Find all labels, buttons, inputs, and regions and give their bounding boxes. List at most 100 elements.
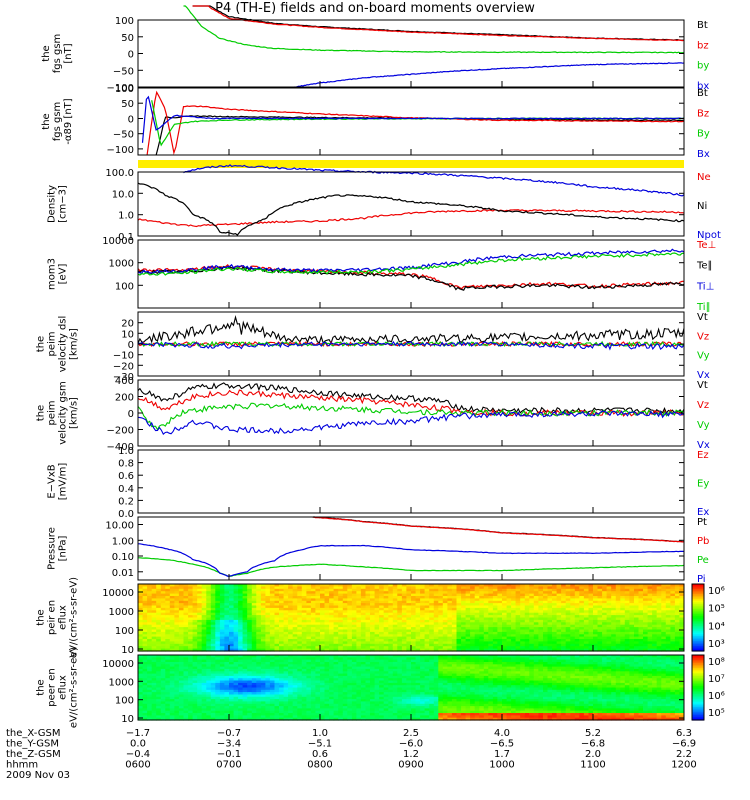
heatmap-cell bbox=[274, 639, 280, 642]
heatmap-cell bbox=[174, 689, 180, 693]
heatmap-cell bbox=[543, 631, 549, 635]
heatmap-cell bbox=[342, 703, 348, 707]
heatmap-cell bbox=[461, 591, 467, 595]
heatmap-cell bbox=[260, 641, 266, 645]
heatmap-cell bbox=[315, 675, 321, 679]
heatmap-cell bbox=[347, 629, 353, 633]
heatmap-cell bbox=[392, 593, 398, 597]
heatmap-cell bbox=[365, 600, 371, 604]
heatmap-cell bbox=[201, 659, 207, 663]
heatmap-cell bbox=[479, 607, 485, 611]
heatmap-cell bbox=[561, 617, 567, 621]
heatmap-cell bbox=[470, 615, 476, 619]
heatmap-cell bbox=[292, 708, 298, 712]
heatmap-cell bbox=[324, 717, 330, 721]
heatmap-cell bbox=[138, 687, 144, 691]
heatmap-cell bbox=[465, 627, 471, 631]
heatmap-cell bbox=[320, 675, 326, 679]
heatmap-cell bbox=[242, 689, 248, 693]
heatmap-cell bbox=[356, 588, 362, 592]
heatmap-cell bbox=[602, 624, 608, 628]
heatmap-cell bbox=[301, 584, 307, 587]
heatmap-cell bbox=[315, 701, 321, 705]
heatmap-cell bbox=[634, 591, 640, 595]
heatmap-cell bbox=[365, 612, 371, 616]
heatmap-cell bbox=[292, 694, 298, 698]
heatmap-cell bbox=[292, 710, 298, 714]
heatmap-cell bbox=[260, 588, 266, 592]
heatmap-cell bbox=[174, 671, 180, 675]
heatmap-cell bbox=[674, 648, 680, 652]
heatmap-cell bbox=[583, 634, 589, 638]
heatmap-cell bbox=[329, 617, 335, 621]
heatmap-cell bbox=[674, 646, 680, 650]
heatmap-cell bbox=[533, 641, 539, 645]
heatmap-cell bbox=[320, 612, 326, 616]
heatmap-cell bbox=[611, 646, 617, 650]
heatmap-cell bbox=[624, 596, 630, 599]
heatmap-cell bbox=[306, 646, 312, 650]
heatmap-cell bbox=[283, 668, 289, 672]
heatmap-cell bbox=[511, 588, 517, 592]
heatmap-cell bbox=[288, 586, 294, 590]
heatmap-cell bbox=[515, 607, 521, 611]
y-tick-label: 100 bbox=[115, 16, 134, 27]
heatmap-cell bbox=[288, 673, 294, 677]
heatmap-cell bbox=[315, 603, 321, 607]
heatmap-cell bbox=[515, 610, 521, 614]
heatmap-cell bbox=[310, 710, 316, 714]
heatmap-cell bbox=[529, 588, 535, 592]
colorbar-cell bbox=[692, 646, 704, 649]
heatmap-cell bbox=[165, 715, 171, 719]
heatmap-cell bbox=[310, 699, 316, 702]
y-axis-label-line: velocity dsl bbox=[58, 316, 69, 373]
heatmap-cell bbox=[174, 694, 180, 698]
heatmap-cell bbox=[188, 629, 194, 633]
heatmap-cell bbox=[488, 593, 494, 597]
heatmap-cell bbox=[570, 622, 576, 626]
heatmap-cell bbox=[329, 678, 335, 682]
heatmap-cell bbox=[183, 699, 189, 702]
heatmap-cell bbox=[160, 641, 166, 645]
heatmap-cell bbox=[238, 612, 244, 616]
heatmap-cell bbox=[215, 610, 221, 614]
heatmap-cell bbox=[602, 600, 608, 604]
heatmap-cell bbox=[411, 619, 417, 623]
heatmap-cell bbox=[638, 636, 644, 640]
heatmap-cell bbox=[324, 713, 330, 716]
heatmap-cell bbox=[556, 622, 562, 626]
heatmap-cell bbox=[442, 600, 448, 604]
heatmap-cell bbox=[420, 605, 426, 609]
heatmap-cell bbox=[297, 664, 303, 668]
heatmap-cell bbox=[524, 586, 530, 590]
heatmap-cell bbox=[138, 657, 144, 661]
heatmap-cell bbox=[288, 615, 294, 619]
heatmap-cell bbox=[274, 624, 280, 628]
heatmap-cell bbox=[142, 682, 148, 686]
heatmap-cell bbox=[497, 646, 503, 650]
heatmap-cell bbox=[411, 624, 417, 628]
heatmap-cell bbox=[574, 617, 580, 621]
heatmap-cell bbox=[138, 689, 144, 693]
heatmap-cell bbox=[561, 639, 567, 642]
heatmap-cell bbox=[615, 584, 621, 587]
heatmap-cell bbox=[456, 593, 462, 597]
heatmap-cell bbox=[465, 603, 471, 607]
heatmap-cell bbox=[451, 584, 457, 587]
heatmap-cell bbox=[333, 717, 339, 721]
heatmap-cell bbox=[251, 588, 257, 592]
heatmap-cell bbox=[229, 600, 235, 604]
heatmap-cell bbox=[333, 593, 339, 597]
heatmap-cell bbox=[292, 607, 298, 611]
heatmap-cell bbox=[351, 591, 357, 595]
heatmap-cell bbox=[479, 643, 485, 647]
heatmap-cell bbox=[238, 710, 244, 714]
heatmap-cell bbox=[647, 629, 653, 633]
heatmap-cell bbox=[433, 627, 439, 631]
heatmap-cell bbox=[142, 617, 148, 621]
heatmap-cell bbox=[165, 689, 171, 693]
heatmap-cell bbox=[279, 596, 285, 599]
series-Vt bbox=[137, 382, 685, 415]
heatmap-cell bbox=[188, 612, 194, 616]
heatmap-cell bbox=[251, 657, 257, 661]
